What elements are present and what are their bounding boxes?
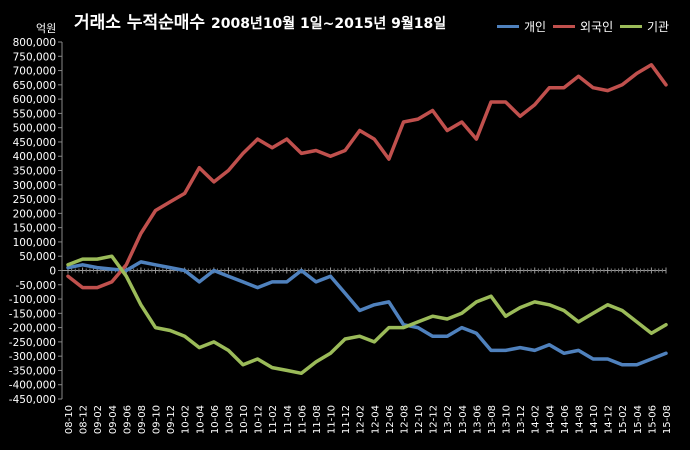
x-tick-label: 13-08 <box>487 405 498 434</box>
legend-item-institution: 기관 <box>620 18 669 35</box>
chart-title-period: 2008년10월 1일~2015년 9월18일 <box>210 16 447 32</box>
y-tick-label: 450,000 <box>13 137 56 149</box>
y-tick-label: 150,000 <box>13 223 56 235</box>
y-tick-label: 200,000 <box>13 208 56 220</box>
y-tick-label: 400,000 <box>13 151 56 163</box>
y-tick-label: 600,000 <box>13 94 56 106</box>
y-tick-label: 650,000 <box>13 80 56 92</box>
y-tick-label: -150,000 <box>9 308 56 320</box>
series-line-0 <box>66 260 668 367</box>
x-tick-label: 12-12 <box>429 405 440 434</box>
x-tick-label: 09-10 <box>152 405 163 434</box>
x-tick-label: 12-10 <box>414 405 425 434</box>
y-tick-label: -250,000 <box>9 337 56 349</box>
x-tick-label: 10-06 <box>210 405 221 434</box>
x-tick-label: 12-08 <box>399 405 410 434</box>
x-tick-label: 11-06 <box>297 405 308 434</box>
y-tick-label: -350,000 <box>9 365 56 377</box>
x-tick-label: 09-06 <box>122 405 133 434</box>
legend-item-individual: 개인 <box>497 18 546 35</box>
x-tick-label: 09-04 <box>108 405 119 434</box>
y-tick-label: -200,000 <box>9 323 56 335</box>
y-tick-label: 250,000 <box>13 194 56 206</box>
x-tick-label: 10-10 <box>239 405 250 434</box>
legend-swatch-foreign <box>553 25 575 28</box>
x-tick-label: 14-08 <box>574 405 585 434</box>
x-tick-label: 13-04 <box>458 405 469 434</box>
legend-swatch-individual <box>497 25 519 28</box>
x-tick-label: 14-06 <box>560 405 571 434</box>
x-tick-label: 09-12 <box>166 405 177 434</box>
x-tick-label: 13-12 <box>516 405 527 434</box>
x-tick-label: 15-02 <box>618 405 629 434</box>
x-tick-label: 10-04 <box>195 405 206 434</box>
legend-swatch-institution <box>620 25 642 28</box>
x-tick-label: 13-06 <box>472 405 483 434</box>
y-tick-label: 50,000 <box>19 251 56 263</box>
x-tick-label: 14-04 <box>545 405 556 434</box>
x-tick-label: 09-02 <box>93 405 104 434</box>
y-tick-label: -400,000 <box>9 380 56 392</box>
y-tick-label: -300,000 <box>9 351 56 363</box>
y-tick-label: 700,000 <box>13 66 56 78</box>
x-tick-label: 13-10 <box>502 405 513 434</box>
x-tick-label: 11-02 <box>268 405 279 434</box>
y-tick-label: -100,000 <box>9 294 56 306</box>
x-tick-label: 10-12 <box>254 405 265 434</box>
y-tick-label: 500,000 <box>13 123 56 135</box>
x-tick-label: 11-08 <box>312 405 323 434</box>
x-tick-label: 08-10 <box>64 405 75 434</box>
y-tick-label: 550,000 <box>13 108 56 120</box>
y-tick-label: -450,000 <box>9 394 56 406</box>
x-tick-label: 15-08 <box>662 405 673 434</box>
legend-label-institution: 기관 <box>647 20 670 34</box>
x-tick-label: 12-04 <box>370 405 381 434</box>
y-tick-label: 800,000 <box>13 37 56 49</box>
x-tick-label: 12-06 <box>385 405 396 434</box>
x-tick-label: 10-02 <box>181 405 192 434</box>
x-tick-label: 14-12 <box>604 405 615 434</box>
y-tick-label: 750,000 <box>13 51 56 63</box>
x-tick-label: 09-08 <box>137 405 148 434</box>
y-tick-label: 100,000 <box>13 237 56 249</box>
y-tick-label: -50,000 <box>15 280 56 292</box>
x-tick-label: 13-02 <box>443 405 454 434</box>
y-tick-label: 350,000 <box>13 166 56 178</box>
y-tick-label: 0 <box>49 265 56 277</box>
x-tick-label: 15-04 <box>633 405 644 434</box>
x-tick-label: 11-04 <box>283 405 294 434</box>
x-tick-label: 10-08 <box>224 405 235 434</box>
x-tick-label: 11-12 <box>341 405 352 434</box>
x-tick-label: 15-06 <box>647 405 658 434</box>
y-tick-label: 300,000 <box>13 180 56 192</box>
chart-title-main: 거래소 누적순매수 <box>74 13 206 33</box>
legend-item-foreign: 외국인 <box>553 18 613 35</box>
x-tick-label: 14-10 <box>589 405 600 434</box>
chart-title: 거래소 누적순매수 2008년10월 1일~2015년 9월18일 <box>74 8 446 33</box>
legend-label-individual: 개인 <box>524 20 547 34</box>
x-tick-label: 12-02 <box>356 405 367 434</box>
x-tick-label: 11-10 <box>327 405 338 434</box>
y-axis-unit-label: 억원 <box>36 22 57 35</box>
series-line-2 <box>66 254 668 376</box>
x-tick-label: 08-12 <box>79 405 90 434</box>
x-tick-label: 14-02 <box>531 405 542 434</box>
series-line-1 <box>66 63 668 290</box>
legend-label-foreign: 외국인 <box>580 20 614 34</box>
